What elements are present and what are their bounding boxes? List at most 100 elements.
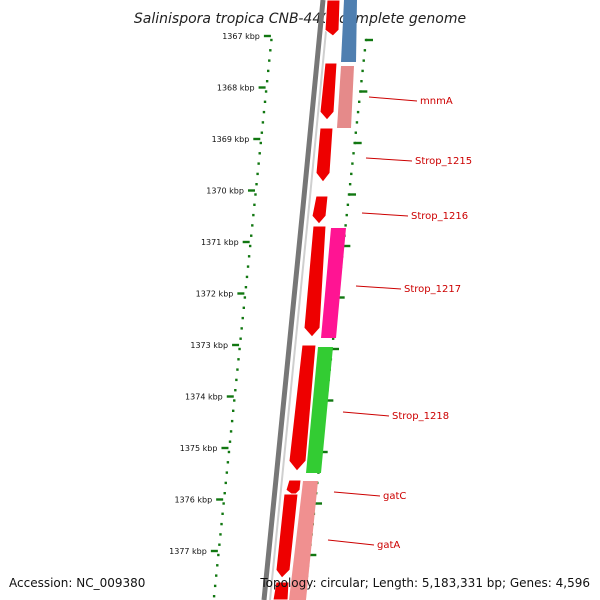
scale-label: 1377 kbp	[169, 547, 207, 556]
feature-blue[interactable]	[341, 0, 357, 62]
topology-text: Topology: circular; Length: 5,183,331 bp…	[260, 576, 590, 590]
cds-feature-mnmA[interactable]	[319, 62, 338, 121]
scale-minor-tick	[213, 584, 217, 588]
outer-track-dot	[352, 152, 355, 155]
scale-label: 1371 kbp	[201, 238, 239, 247]
scale-minor-tick	[236, 368, 239, 371]
outer-track-major-dash	[343, 244, 351, 248]
outer-track-major-dash	[366, 38, 373, 42]
scale-minor-tick	[227, 450, 231, 454]
gene-label-mnmA[interactable]: mnmA	[420, 96, 453, 107]
scale-minor-tick	[256, 172, 259, 176]
outer-track-dot	[350, 172, 353, 176]
gene-label-Strop_1216[interactable]: Strop_1216	[411, 211, 468, 222]
scale-minor-tick	[218, 543, 221, 546]
callout-Strop_1217	[355, 285, 402, 290]
outer-track-dot	[345, 213, 348, 217]
scale-minor-tick	[250, 234, 253, 237]
scale-minor-tick	[224, 481, 227, 485]
scale-minor-tick	[263, 100, 267, 103]
outer-track-major-dash	[326, 399, 334, 402]
scale-minor-tick	[269, 49, 272, 52]
scale-minor-tick	[230, 419, 234, 423]
gene-label-Strop_1218[interactable]: Strop_1218	[392, 411, 449, 422]
scale-ticks	[210, 34, 273, 598]
scale-major-tick	[242, 240, 250, 244]
scale-minor-tick	[264, 90, 268, 93]
scale-label: 1368 kbp	[217, 84, 255, 93]
outer-track-major-dash	[349, 193, 357, 196]
genome-backbone	[261, 0, 326, 600]
scale-minor-tick	[259, 141, 262, 145]
scale-major-tick	[247, 189, 255, 192]
scale-minor-tick	[267, 69, 270, 73]
scale-major-tick	[263, 34, 271, 38]
gene-label-gatC[interactable]: gatC	[383, 491, 406, 502]
scale-minor-tick	[212, 595, 216, 598]
feature-light-red-2[interactable]	[289, 481, 318, 600]
outer-track-major-dash	[315, 502, 323, 505]
scale-major-tick	[232, 343, 240, 347]
scale-minor-tick	[268, 59, 271, 62]
scale-minor-tick	[245, 275, 249, 279]
outer-track-dot	[362, 59, 365, 62]
cds-feature-gatC[interactable]	[285, 479, 302, 497]
callout-mnmA	[368, 96, 418, 102]
cds-feature-Strop_1215[interactable]	[315, 127, 334, 183]
cds-feature-next[interactable]	[272, 581, 290, 600]
outer-track-major-dash	[337, 296, 345, 299]
scale-minor-tick	[238, 347, 241, 351]
scale-minor-tick	[215, 574, 218, 577]
scale-minor-tick	[251, 224, 254, 227]
cds-feature-Strop_1217[interactable]	[303, 225, 327, 338]
cds-feature-Strop_1218[interactable]	[288, 344, 317, 472]
cds-feature-gatA[interactable]	[275, 493, 299, 579]
scale-minor-tick	[248, 244, 252, 248]
scale-minor-tick	[262, 110, 266, 114]
callout-gatA	[327, 539, 375, 546]
gene-label-Strop_1217[interactable]: Strop_1217	[404, 284, 461, 295]
callout-Strop_1216	[361, 212, 409, 217]
feature-pink[interactable]	[321, 228, 346, 338]
scale-minor-tick	[239, 337, 242, 340]
scale-minor-tick	[244, 286, 248, 289]
scale-minor-tick	[221, 512, 224, 515]
cds-feature-Strop_1216[interactable]	[311, 195, 329, 225]
outer-track-dot	[360, 80, 363, 83]
outer-track-major-dash	[309, 553, 317, 557]
outer-track-major-dash	[332, 347, 340, 351]
outer-track-dot	[355, 121, 359, 124]
scale-label: 1372 kbp	[196, 290, 234, 299]
scale-minor-tick	[258, 152, 261, 155]
outer-track-dot	[351, 162, 354, 165]
outer-track-dot	[354, 131, 358, 134]
scale-minor-tick	[219, 533, 222, 536]
scale-minor-tick	[261, 121, 265, 124]
scale-label: 1370 kbp	[206, 187, 244, 196]
scale-minor-tick	[222, 502, 225, 505]
scale-major-tick	[226, 395, 234, 398]
cds-feature-1[interactable]	[324, 0, 341, 37]
scale-label: 1374 kbp	[185, 393, 223, 402]
scale-minor-tick	[246, 265, 250, 268]
outer-track-major-dash	[360, 90, 368, 93]
scale-major-tick	[253, 137, 261, 141]
scale-minor-tick	[235, 378, 238, 382]
outer-track-dot	[344, 224, 347, 227]
scale-minor-tick	[228, 440, 232, 443]
outer-track-dot	[353, 141, 356, 145]
scale-major-tick	[216, 498, 224, 501]
scale-minor-tick	[270, 38, 273, 42]
scale-label: 1369 kbp	[212, 135, 250, 144]
feature-light-red-1[interactable]	[337, 66, 354, 128]
map-title: Salinispora tropica CNB-440, complete ge…	[134, 11, 466, 27]
outer-track-dot	[348, 183, 352, 186]
gene-label-Strop_1215[interactable]: Strop_1215	[415, 156, 472, 167]
gene-label-gatA[interactable]: gatA	[377, 540, 400, 551]
feature-green[interactable]	[306, 347, 333, 473]
accession-text: Accession: NC_009380	[9, 576, 146, 590]
scale-label: 1373 kbp	[190, 341, 228, 350]
scale-minor-tick	[254, 193, 257, 196]
scale-minor-tick	[233, 399, 236, 402]
